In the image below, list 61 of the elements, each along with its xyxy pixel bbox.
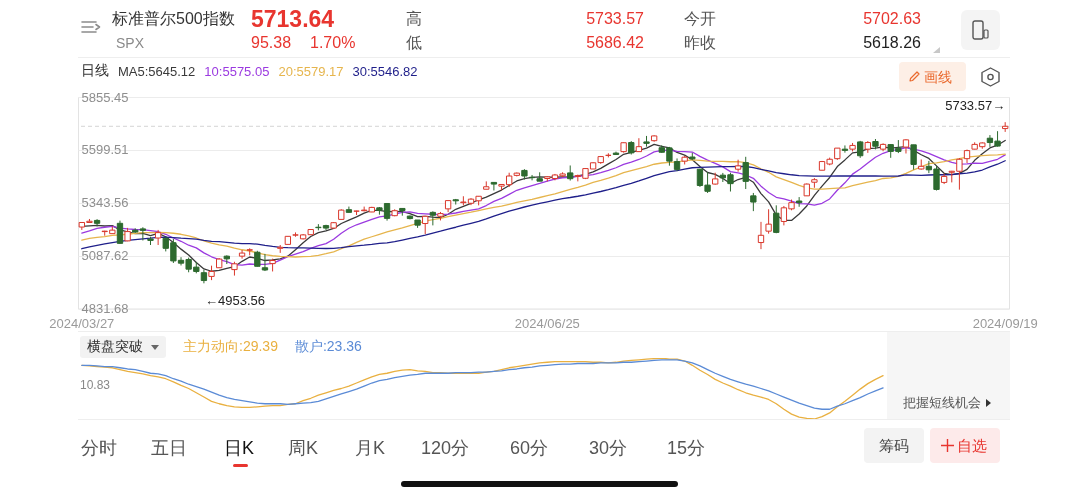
x-tick-label: 2024/09/19 [972, 315, 1038, 331]
y-tick-label: 5087.62 [81, 247, 129, 263]
text: 低 [406, 33, 422, 53]
text: MA5:5645.12 [118, 63, 196, 79]
text: 主力动向:29.39 [183, 338, 278, 356]
candlestick [750, 191, 757, 212]
candlestick [910, 143, 917, 170]
text: SPX [116, 34, 145, 52]
text: 散户:23.36 [294, 338, 362, 356]
text: 高 [406, 9, 422, 29]
text: 30分 [589, 437, 628, 458]
legend-title: 横盘突破 [87, 338, 143, 356]
candlestick [154, 228, 162, 246]
text: 30:5546.82 [352, 63, 418, 79]
candlestick [765, 208, 772, 234]
y-tick-label: 5599.51 [81, 141, 129, 157]
text: 10:5575.05 [204, 63, 270, 79]
text: 5618.26 [863, 33, 921, 53]
text: 月K [355, 437, 386, 458]
text: 筹码 [879, 436, 909, 455]
candlestick [773, 204, 780, 234]
text: 60分 [510, 437, 549, 458]
candlestick [734, 158, 742, 172]
text: 昨收 [684, 33, 716, 53]
candlestick [490, 181, 498, 191]
annotation: 10.83 [80, 378, 111, 393]
text: 5686.42 [586, 33, 644, 53]
line-series [81, 159, 1006, 249]
text: 20:5579.17 [278, 63, 344, 79]
text: 周K [288, 437, 319, 458]
legend-title: 日线 [81, 62, 109, 80]
text: 画线 [924, 68, 952, 86]
text: 5733.57 [586, 9, 644, 29]
text: 120分 [421, 437, 470, 458]
text: 分时 [81, 437, 117, 458]
text: 5713.64 [251, 5, 335, 33]
text: 1.70% [310, 33, 356, 53]
annotation: 5733.57→ [945, 97, 1006, 113]
x-tick-label: 2024/03/27 [49, 315, 115, 331]
candlestick [635, 137, 643, 152]
candlestick [841, 144, 849, 153]
text: 五日 [151, 437, 187, 458]
candlestick [742, 155, 749, 190]
candlestick [795, 196, 803, 207]
candlestick [261, 252, 269, 272]
annotation: 把握短线机会 [903, 394, 981, 411]
y-tick-label: 4831.68 [81, 300, 129, 316]
text: 95.38 [251, 33, 292, 53]
y-tick-label: 5343.56 [81, 194, 129, 210]
indicator-dropdown: 横盘突破 [80, 336, 166, 358]
text: 自选 [957, 436, 987, 455]
candlestick [757, 220, 765, 250]
text: 今开 [684, 9, 716, 29]
y-tick-label: 5855.45 [81, 89, 129, 104]
text: 标准普尔500指数 [112, 9, 235, 29]
x-tick-label: 2024/06/25 [514, 315, 580, 331]
text: 5702.63 [863, 9, 921, 29]
candlestick [116, 219, 124, 244]
text: 15分 [667, 437, 706, 458]
text: 日K [224, 437, 255, 458]
annotation: ←4953.56 [205, 292, 265, 309]
